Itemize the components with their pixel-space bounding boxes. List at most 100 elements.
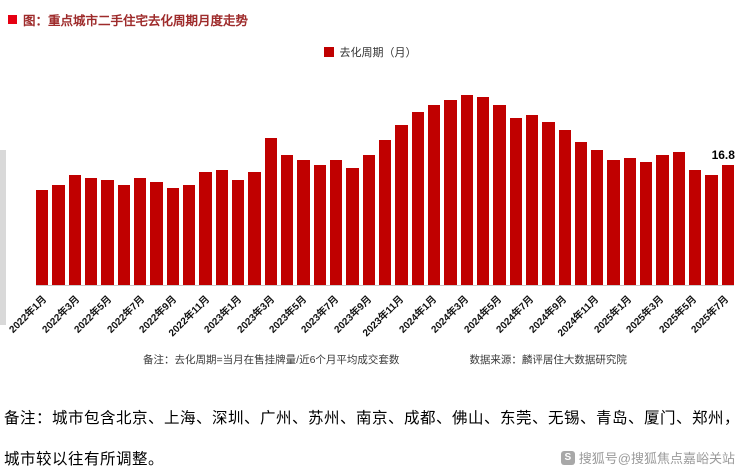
chart-footnote-row: 备注：去化周期=当月在售挂牌量/近6个月平均成交套数 数据来源：麟评居住大数据研… bbox=[36, 352, 734, 367]
bar bbox=[542, 122, 555, 285]
bar bbox=[427, 105, 441, 285]
bar-slot bbox=[182, 85, 196, 285]
bar bbox=[101, 180, 114, 285]
bar bbox=[640, 162, 653, 285]
bar bbox=[182, 185, 196, 285]
plot-area: 16.8 bbox=[36, 85, 735, 286]
bar bbox=[591, 150, 604, 285]
bar-slot bbox=[36, 85, 49, 285]
bar-slot bbox=[68, 85, 81, 285]
bar-slot bbox=[395, 85, 408, 285]
bar-slot bbox=[411, 85, 424, 285]
bar-slot bbox=[362, 85, 375, 285]
sohu-logo-icon: S bbox=[560, 450, 575, 465]
sohu-watermark-text: 搜狐号@搜狐焦点嘉峪关站 bbox=[578, 451, 735, 466]
bar bbox=[264, 137, 277, 285]
bar bbox=[395, 125, 408, 285]
bar bbox=[672, 152, 686, 285]
bar bbox=[411, 112, 424, 285]
bar-slot bbox=[150, 85, 163, 285]
bar bbox=[721, 165, 735, 285]
bar bbox=[656, 155, 669, 285]
bar-slot bbox=[297, 85, 310, 285]
bar-slot bbox=[264, 85, 277, 285]
bar-slot bbox=[476, 85, 490, 285]
bar bbox=[297, 160, 310, 285]
bar bbox=[574, 142, 588, 285]
bar-slot bbox=[133, 85, 147, 285]
bar-slot bbox=[607, 85, 620, 285]
bar bbox=[117, 185, 130, 285]
bar bbox=[705, 175, 718, 285]
bar-slot bbox=[231, 85, 245, 285]
bar bbox=[509, 117, 522, 285]
bar bbox=[248, 172, 261, 285]
bar-slot bbox=[591, 85, 604, 285]
bar-slot bbox=[525, 85, 539, 285]
bar bbox=[444, 100, 457, 285]
bar bbox=[215, 170, 228, 285]
bar bbox=[166, 187, 179, 285]
bar bbox=[36, 190, 49, 285]
bar-slot bbox=[656, 85, 669, 285]
bar-slot bbox=[329, 85, 343, 285]
bar bbox=[362, 155, 375, 285]
bar bbox=[689, 170, 702, 285]
legend-label: 去化周期（月） bbox=[339, 47, 417, 59]
bar bbox=[607, 160, 620, 285]
bar-slot bbox=[460, 85, 473, 285]
bar-slot bbox=[280, 85, 294, 285]
bar bbox=[378, 140, 392, 285]
article-note-line1: 备注：城市包含北京、上海、深圳、广州、苏州、南京、成都、佛山、东莞、无锡、青岛、… bbox=[4, 410, 740, 427]
x-axis-labels: 2022年1月 2022年3月 2022年5月 2022年7月 2022年9月 2022年… bbox=[8, 286, 734, 348]
bar bbox=[623, 157, 637, 285]
bar bbox=[493, 105, 506, 285]
bar-slot bbox=[248, 85, 261, 285]
chart-note: 备注：去化周期=当月在售挂牌量/近6个月平均成交套数 bbox=[143, 354, 400, 366]
bar bbox=[150, 182, 163, 285]
bar-slot bbox=[378, 85, 392, 285]
bar-slot bbox=[346, 85, 359, 285]
bar-slot bbox=[689, 85, 702, 285]
bar bbox=[52, 185, 65, 285]
sohu-watermark: S 搜狐号@搜狐焦点嘉峪关站 bbox=[560, 448, 735, 467]
bar bbox=[525, 115, 539, 285]
bar bbox=[558, 130, 571, 285]
bar-slot bbox=[574, 85, 588, 285]
bar-slot bbox=[623, 85, 637, 285]
bar-slot bbox=[640, 85, 653, 285]
bar-slot bbox=[672, 85, 686, 285]
bar-slot bbox=[101, 85, 114, 285]
bar-slot bbox=[509, 85, 522, 285]
bar-slot bbox=[705, 85, 718, 285]
chart-source: 数据来源：麟评居住大数据研究院 bbox=[469, 354, 627, 366]
bar bbox=[460, 95, 473, 285]
bar bbox=[313, 165, 326, 285]
bar bbox=[476, 97, 490, 285]
article-note-line2: 城市较以往有所调整。 bbox=[4, 451, 165, 468]
bar-slot bbox=[52, 85, 65, 285]
bar bbox=[329, 160, 343, 285]
bar-slot bbox=[444, 85, 457, 285]
bar-slot bbox=[542, 85, 555, 285]
bar-slot bbox=[117, 85, 130, 285]
bar-slot bbox=[215, 85, 228, 285]
bar bbox=[346, 167, 359, 285]
last-bar-value-label: 16.8 bbox=[711, 148, 735, 162]
bar bbox=[231, 180, 245, 285]
chart-legend: 去化周期（月） bbox=[0, 44, 740, 60]
bar bbox=[280, 155, 294, 285]
bar-slot bbox=[493, 85, 506, 285]
bar-slot bbox=[427, 85, 441, 285]
page-left-edge bbox=[0, 150, 6, 325]
bar bbox=[84, 177, 98, 285]
bar-slot: 16.8 bbox=[712, 85, 735, 285]
bar-slot bbox=[558, 85, 571, 285]
title-bullet-icon bbox=[8, 15, 17, 24]
bar bbox=[133, 177, 147, 285]
bar bbox=[68, 175, 81, 285]
bar bbox=[199, 172, 212, 285]
bar-slot bbox=[199, 85, 212, 285]
chart-title: 图：重点城市二手住宅去化周期月度走势 bbox=[23, 14, 249, 28]
bar-slot bbox=[313, 85, 326, 285]
